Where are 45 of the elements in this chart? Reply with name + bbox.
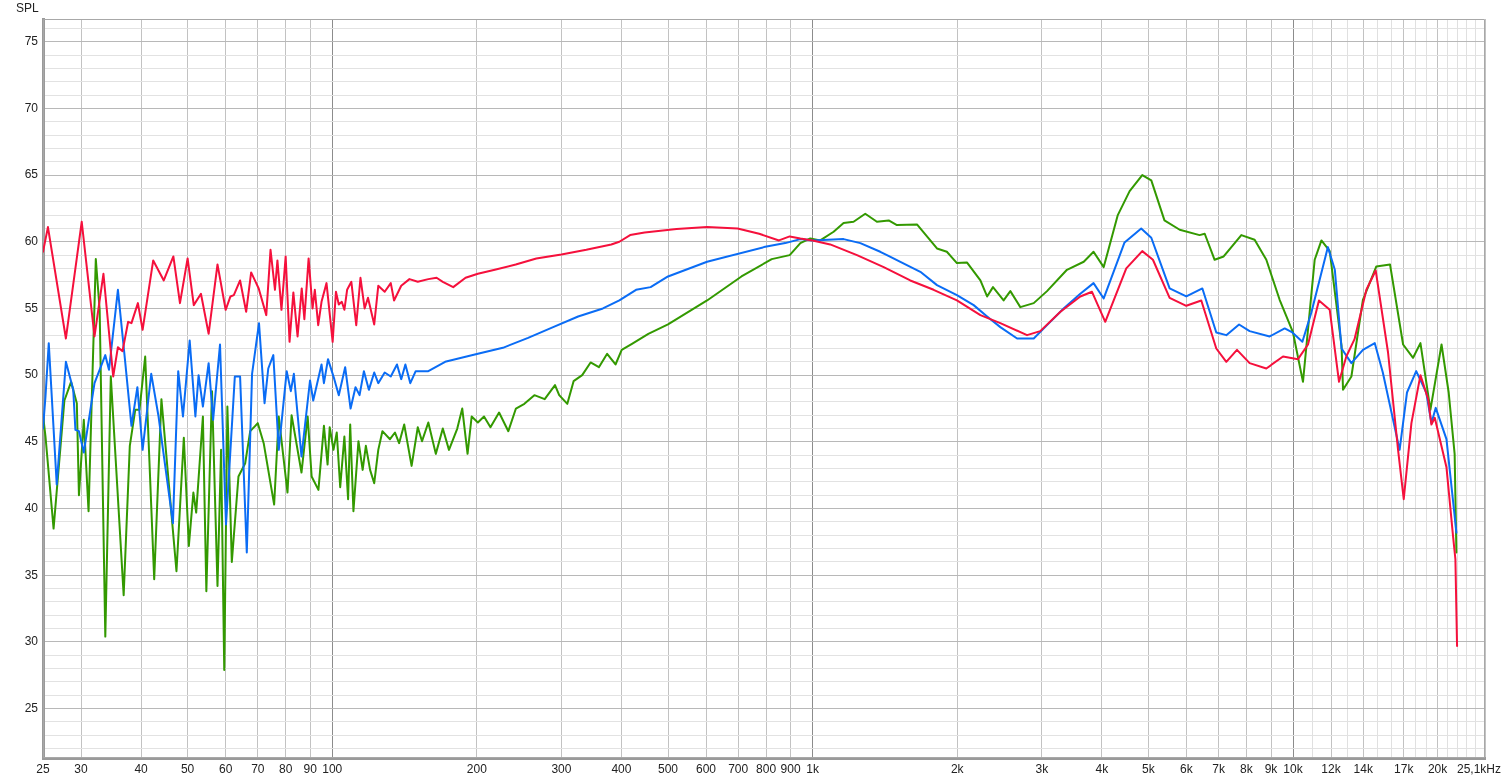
x-tick-label: 80 <box>278 762 293 777</box>
y-tick-label: 35 <box>24 567 39 582</box>
x-tick-label: 10k <box>1283 762 1304 777</box>
x-tick-label: 25,1k <box>1456 762 1488 777</box>
y-tick-label: 25 <box>24 700 39 715</box>
x-tick-label: 14k <box>1353 762 1374 777</box>
x-tick-label: 100 <box>322 762 343 777</box>
x-tick-label: 200 <box>466 762 488 777</box>
y-tick-label: 65 <box>24 167 39 182</box>
x-tick-label: 12k <box>1321 762 1342 777</box>
y-tick-label: 50 <box>24 367 39 382</box>
x-tick-label: 20k <box>1427 762 1449 777</box>
x-tick-label: 300 <box>551 762 572 777</box>
x-tick-label: 900 <box>780 762 801 777</box>
x-tick-label: 6k <box>1180 762 1194 777</box>
y-tick-label: 75 <box>24 33 39 48</box>
x-tick-label: 600 <box>696 762 717 777</box>
x-tick-label: 9k <box>1264 762 1279 777</box>
x-tick-label: 1k <box>806 762 820 777</box>
y-tick-label: 60 <box>24 234 39 249</box>
y-tick-label: 70 <box>24 100 39 115</box>
x-tick-label: 25 <box>36 762 50 777</box>
y-tick-label: 40 <box>24 500 39 515</box>
x-tick-label: 4k <box>1095 762 1110 777</box>
x-tick-label: 90 <box>303 762 318 777</box>
x-tick-label: 40 <box>134 762 149 777</box>
x-tick-label: 5k <box>1142 762 1156 777</box>
x-tick-label: 17k <box>1394 762 1415 777</box>
x-tick-label: 60 <box>218 762 233 777</box>
y-tick-label: 30 <box>24 634 39 649</box>
x-tick-label: 500 <box>657 762 679 777</box>
y-tick-label: 55 <box>24 300 39 315</box>
x-tick-label: 70 <box>251 762 265 777</box>
x-tick-label: 7k <box>1212 762 1226 777</box>
x-tick-label: 700 <box>728 762 749 777</box>
y-axis-title: SPL <box>16 1 40 16</box>
y-tick-label: 45 <box>24 434 39 449</box>
x-tick-label: 30 <box>74 762 89 777</box>
x-axis-title: Hz <box>1486 762 1502 777</box>
x-tick-label: 3k <box>1035 762 1050 777</box>
x-tick-label: 50 <box>180 762 195 777</box>
x-tick-label: 2k <box>950 762 965 777</box>
x-tick-label: 8k <box>1240 762 1254 777</box>
x-tick-label: 800 <box>756 762 777 777</box>
x-tick-label: 400 <box>611 762 632 777</box>
